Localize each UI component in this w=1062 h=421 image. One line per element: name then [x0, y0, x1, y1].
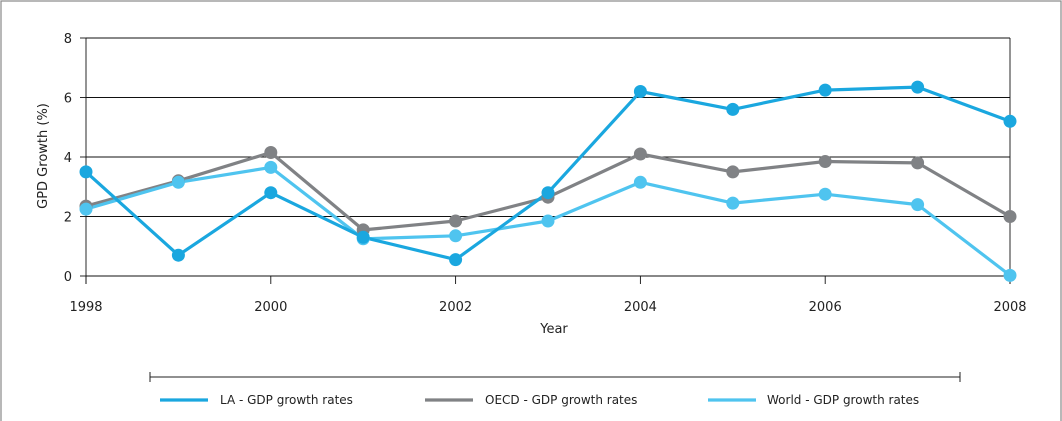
x-tick-label: 2000 [254, 300, 287, 315]
data-point-s0-1998 [79, 165, 93, 179]
series-lines [84, 85, 1011, 277]
data-point-s0-2006 [818, 83, 832, 97]
data-point-s0-2001 [356, 230, 370, 244]
data-point-s1-2004 [633, 147, 647, 161]
y-tick-label: 6 [64, 92, 72, 107]
data-point-s0-2007 [911, 80, 925, 94]
x-tick-label: 2008 [993, 300, 1026, 315]
data-point-s0-2003 [541, 186, 555, 200]
x-tick-label: 2006 [809, 300, 842, 315]
x-tick-label: 2002 [439, 300, 472, 315]
y-axis-title: GPD Growth (%) [36, 103, 51, 209]
data-point-s0-2008 [1003, 114, 1017, 128]
data-point-s1-2005 [726, 165, 740, 179]
data-point-s2-2006 [818, 187, 832, 201]
data-point-s2-2007 [911, 198, 925, 212]
y-tick-label: 2 [64, 211, 72, 226]
data-point-s1-2006 [818, 155, 832, 168]
x-axis-title: Year [539, 322, 568, 337]
data-point-s1-2002 [449, 214, 463, 228]
y-tick-label: 0 [64, 270, 72, 285]
data-point-s0-1999 [171, 248, 185, 262]
data-point-s0-2004 [633, 85, 647, 98]
axes: 0 2 4 6 8 1998 2000 2002 2004 2006 2008 [64, 32, 1027, 315]
data-point-s2-2008 [1003, 268, 1017, 282]
y-tick-label: 4 [64, 151, 72, 166]
data-point-s1-2007 [911, 156, 925, 170]
legend-label-2: World - GDP growth rates [767, 393, 919, 407]
data-point-s1-2008 [1003, 210, 1017, 223]
series-points [79, 80, 1017, 282]
data-point-s2-1999 [171, 175, 185, 189]
gridlines [86, 37, 1010, 277]
data-point-s0-2000 [264, 186, 278, 200]
data-point-s2-2005 [726, 196, 740, 210]
legend-label-0: LA - GDP growth rates [220, 393, 353, 407]
data-point-s2-2004 [633, 175, 647, 189]
legend-label-1: OECD - GDP growth rates [485, 393, 637, 407]
x-tick-label: 1998 [69, 300, 102, 315]
x-tick-label: 2004 [624, 300, 657, 315]
data-point-s1-2000 [264, 146, 278, 159]
data-point-s0-2002 [449, 253, 463, 267]
legend: LA - GDP growth rates OECD - GDP growth r… [149, 372, 961, 407]
data-point-s2-2000 [264, 160, 278, 174]
data-point-s2-2003 [541, 214, 555, 228]
y-tick-label: 8 [64, 32, 72, 47]
data-point-s2-2002 [449, 229, 463, 243]
data-point-s2-1998 [79, 202, 93, 216]
data-point-s0-2005 [726, 102, 740, 116]
